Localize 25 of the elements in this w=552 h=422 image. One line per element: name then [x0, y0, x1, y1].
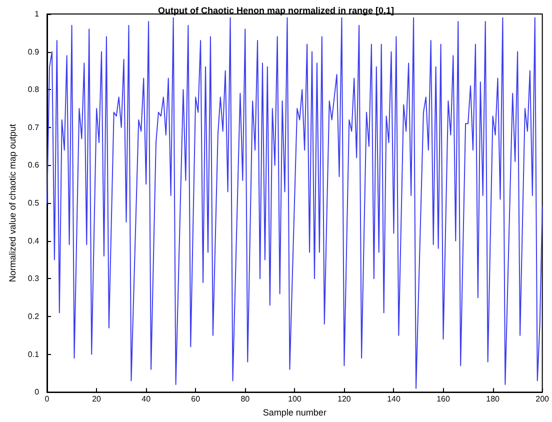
- y-tick-label: 0.2: [28, 312, 40, 321]
- y-axis-title: Normalized value of chaotic map output: [8, 124, 18, 282]
- x-tick-label: 80: [240, 394, 250, 404]
- y-tick-label: 0.8: [28, 85, 40, 94]
- x-tick-label: 60: [191, 394, 201, 404]
- x-axis-title: Sample number: [262, 408, 326, 418]
- y-tick-label: 1: [34, 10, 40, 18]
- y-tick-label: 0: [34, 388, 40, 397]
- y-tick-label: 0.1: [28, 350, 40, 359]
- x-tick-label: 180: [486, 394, 500, 404]
- y-tick-label: 0.3: [28, 274, 40, 284]
- x-tick-label: 40: [142, 394, 152, 404]
- x-tick-label: 20: [92, 394, 102, 404]
- x-tick-label: 120: [338, 394, 352, 404]
- line-series: [46, 17, 543, 389]
- y-tick-label: 0.9: [28, 47, 40, 56]
- y-tick-label: 0.6: [28, 160, 40, 170]
- x-tick-label: 140: [387, 394, 401, 404]
- x-tick-label: 200: [536, 394, 550, 404]
- y-tick-label: 0.5: [28, 198, 40, 208]
- y-tick-label: 0.4: [28, 236, 40, 246]
- y-tick-label: 0.7: [28, 122, 40, 132]
- x-tick-label: 0: [44, 394, 50, 404]
- x-tick-label: 100: [288, 394, 302, 404]
- x-tick-label: 160: [436, 394, 450, 404]
